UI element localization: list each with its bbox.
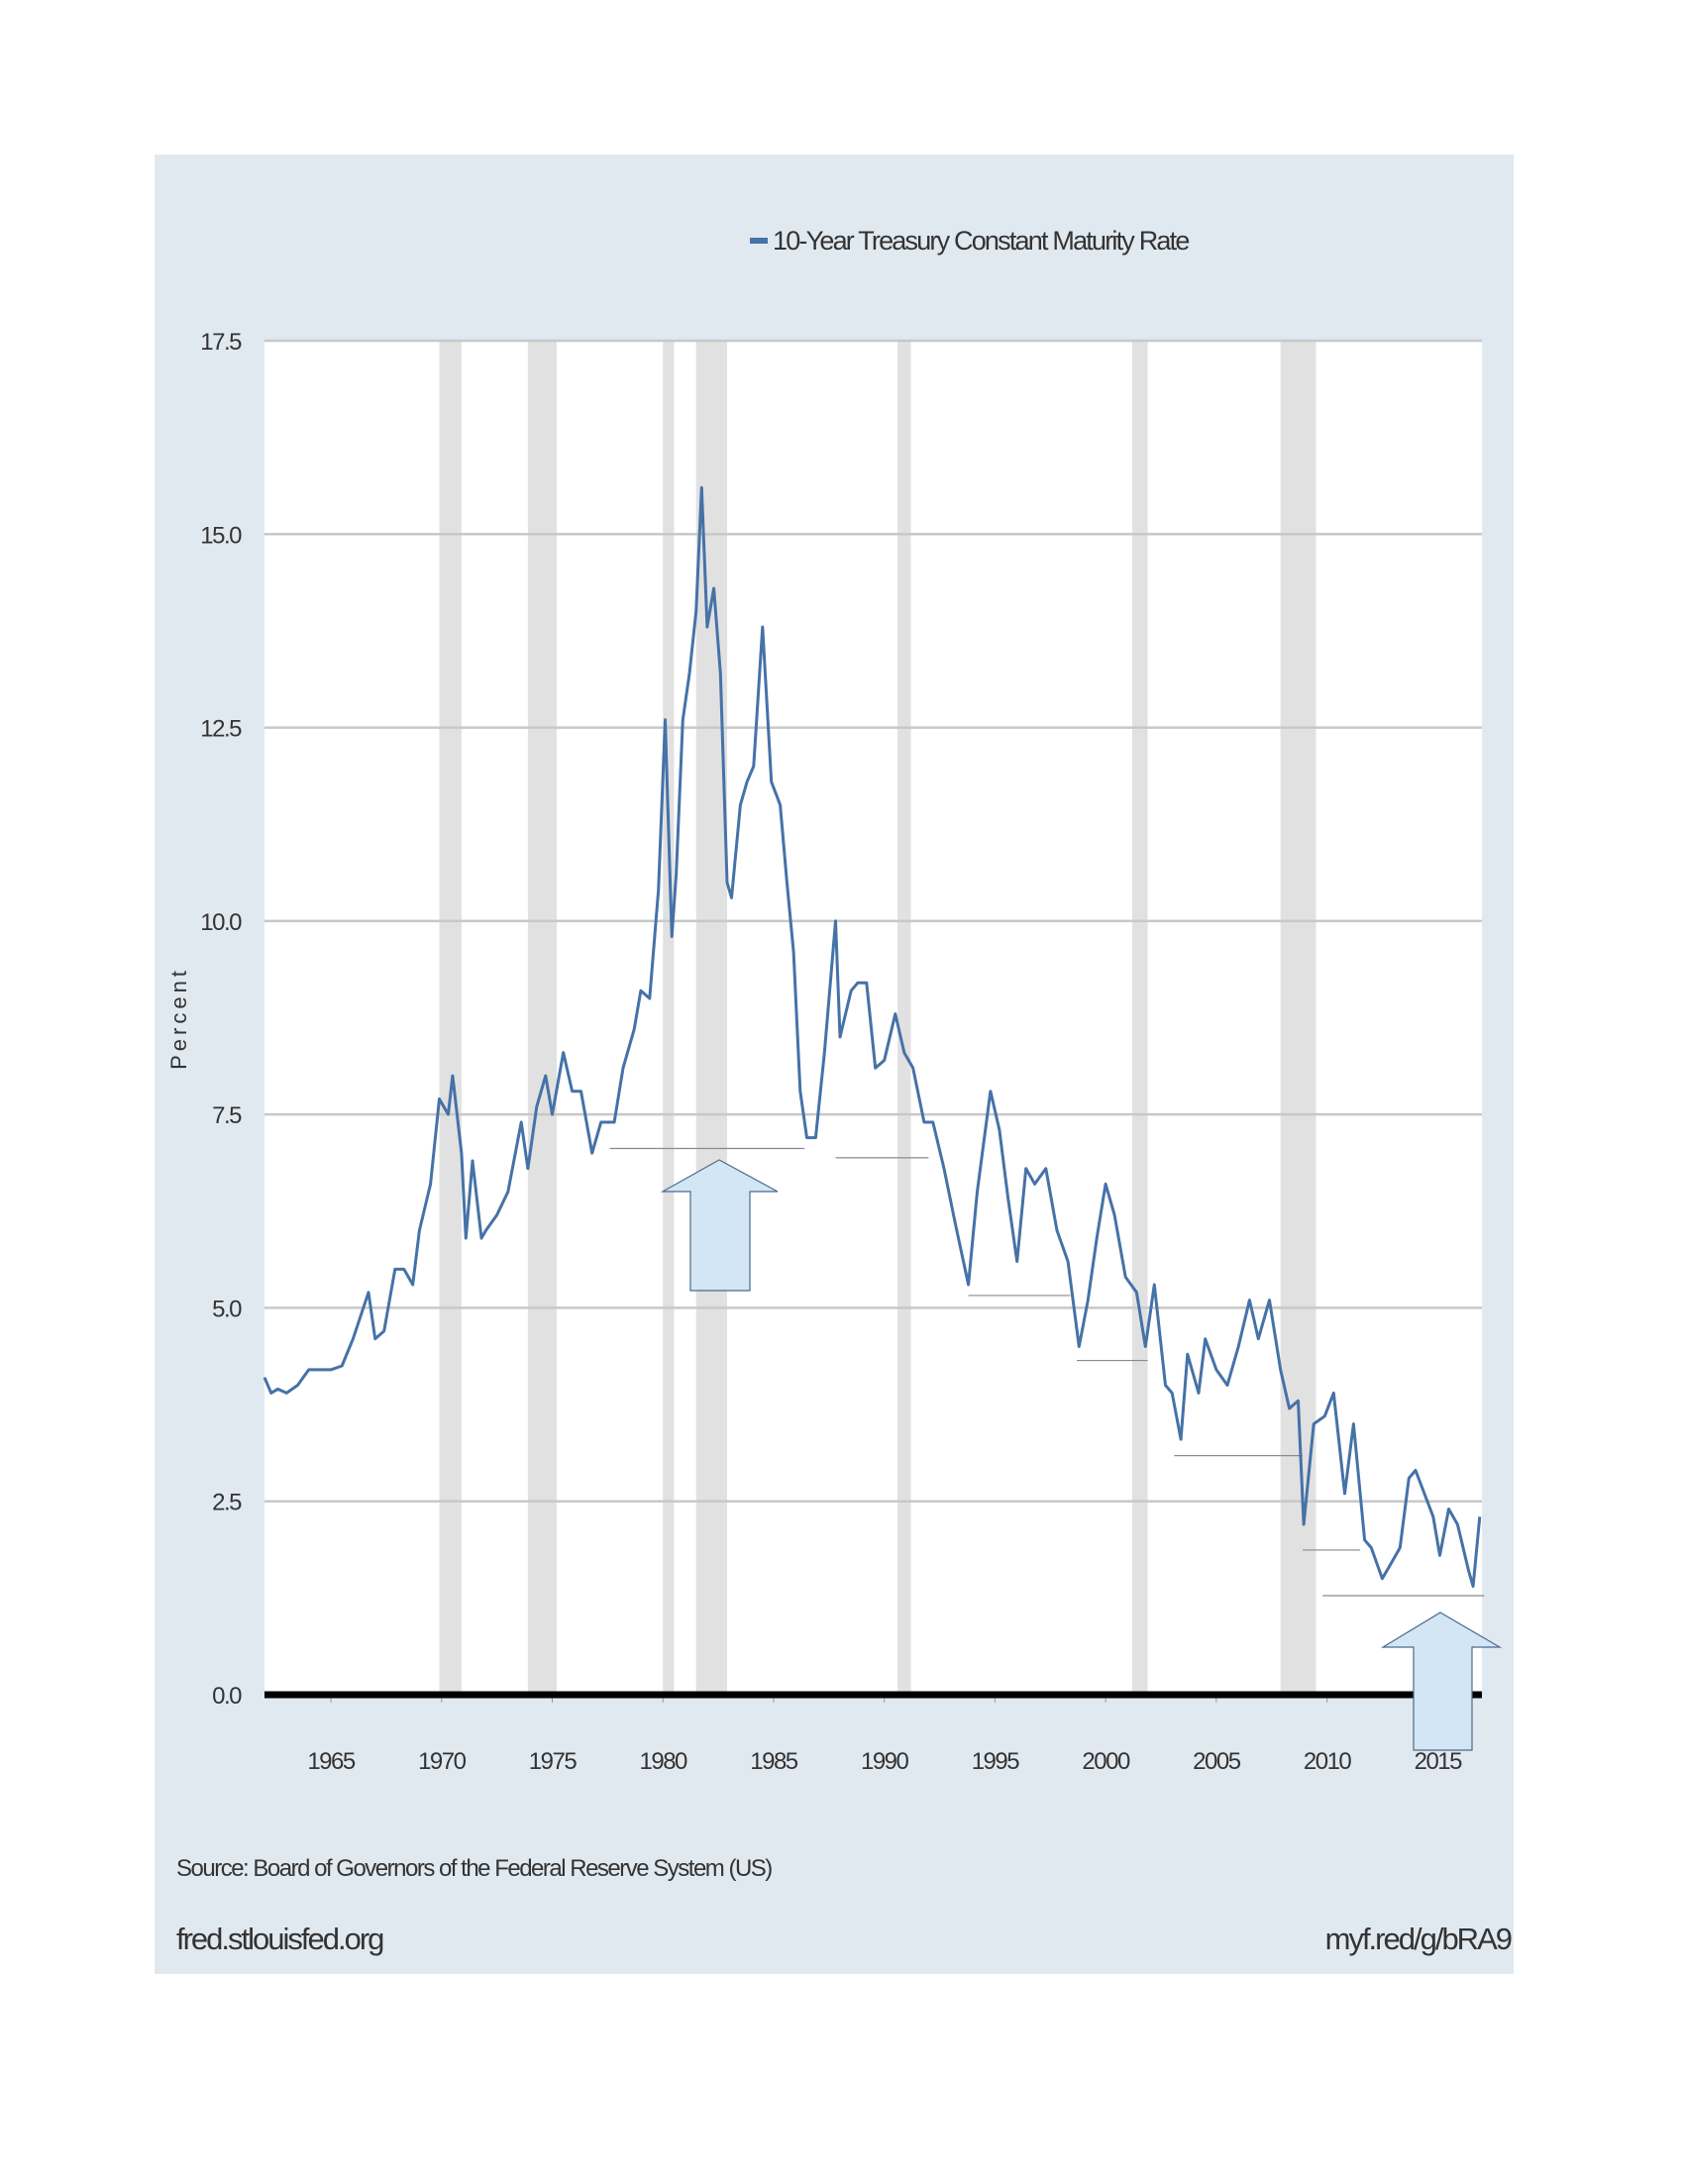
annotations <box>609 1147 1485 1597</box>
y-tick-label: 2.5 <box>212 1490 242 1516</box>
arrow <box>660 1159 779 1292</box>
footer-right: myf.red/g/bRA9 <box>1325 1922 1512 1956</box>
x-tick-label: 2005 <box>1193 1748 1241 1775</box>
y-axis-label: Percent <box>166 967 191 1070</box>
x-tick-label: 1975 <box>529 1748 578 1775</box>
x-tick-label: 1980 <box>640 1748 688 1775</box>
plot-area <box>264 341 1482 1695</box>
y-tick-label: 12.5 <box>200 716 242 743</box>
x-tick-label: 2010 <box>1304 1748 1352 1775</box>
source: Source: Board of Governors of the Federa… <box>176 1855 772 1882</box>
recession-band <box>897 341 911 1695</box>
grid <box>264 339 1482 1703</box>
legend-swatch <box>750 238 768 244</box>
x-tick-label: 2000 <box>1082 1748 1130 1775</box>
x-tick-label: 2015 <box>1415 1748 1463 1775</box>
legend-label: 10-Year Treasury Constant Maturity Rate <box>773 226 1189 256</box>
y-tick-label: 0.0 <box>212 1683 242 1710</box>
y-tick-label: 7.5 <box>212 1102 242 1129</box>
recession-band <box>663 341 675 1695</box>
x-tick-label: 1970 <box>418 1748 467 1775</box>
x-tick-label: 1985 <box>750 1748 798 1775</box>
arrow <box>1380 1612 1503 1751</box>
data-line <box>263 485 1482 1589</box>
recessions <box>439 341 1316 1695</box>
lines <box>263 485 1482 1699</box>
footer-left: fred.stlouisfed.org <box>176 1922 383 1956</box>
y-tick-label: 17.5 <box>200 329 242 356</box>
y-tick-label: 5.0 <box>212 1296 242 1322</box>
recession-band <box>1280 341 1316 1695</box>
y-tick-label: 15.0 <box>200 522 242 549</box>
y-tick-label: 10.0 <box>200 909 242 936</box>
recession-band <box>527 341 557 1695</box>
x-tick-label: 1990 <box>861 1748 909 1775</box>
x-tick-label: 1995 <box>972 1748 1020 1775</box>
recession-band <box>439 341 462 1695</box>
x-tick-label: 1965 <box>307 1748 356 1775</box>
recession-band <box>1131 341 1148 1695</box>
recession-band <box>695 341 728 1695</box>
